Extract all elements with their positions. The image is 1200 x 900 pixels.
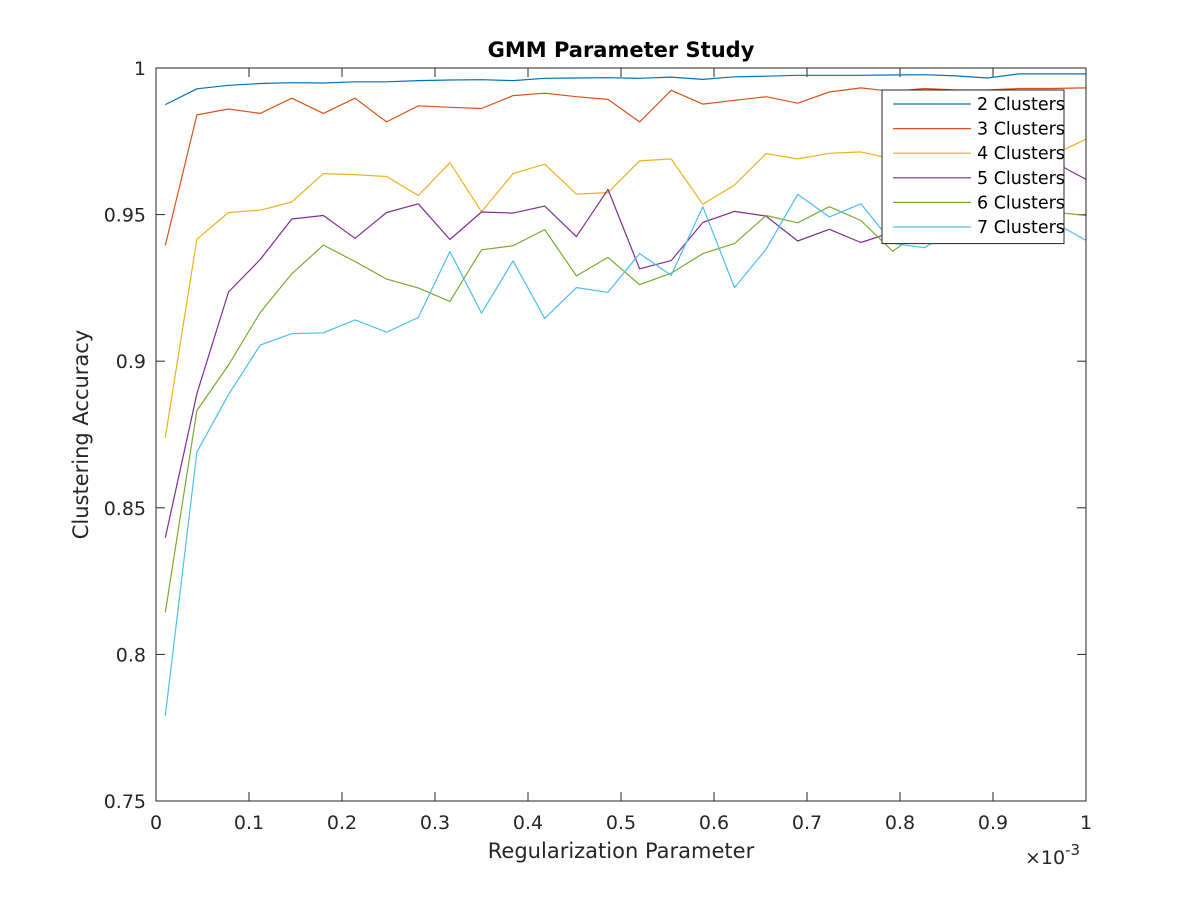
x-tick-label: 0.8: [885, 812, 915, 834]
legend-label: 4 Clusters: [977, 144, 1065, 164]
y-tick-label: 0.85: [104, 498, 146, 520]
plot-frame: [155, 67, 1087, 802]
tick-labels: 0 0.1 0.2 0.3 0.4 0.5 0.6 0.7 0.8 0.9 1 0.75 0.8 0.85…: [104, 58, 1092, 834]
x-axis-label: Regularization Parameter: [488, 839, 755, 863]
x-tick-label: 0.7: [792, 812, 822, 834]
y-axis-label: Clustering Accuracy: [69, 330, 93, 540]
chart-title: GMM Parameter Study: [488, 38, 755, 62]
x-tick-label: 0.4: [513, 812, 543, 834]
legend: 2 Clusters 3 Clusters 4 Clusters 5 Clusters…: [881, 89, 1065, 245]
legend-label: 5 Clusters: [977, 169, 1065, 189]
legend-box: [881, 89, 1065, 245]
x-tick-label: 0.1: [234, 812, 264, 834]
x-tick-label: 0.6: [699, 812, 729, 834]
legend-label: 7 Clusters: [977, 218, 1065, 238]
x-axis-exponent-power: -3: [1065, 841, 1080, 859]
y-tick-label: 0.75: [104, 791, 146, 813]
x-tick-label: 0.2: [327, 812, 357, 834]
y-tick-label: 1: [134, 58, 146, 80]
y-tick-label: 0.9: [116, 351, 146, 373]
series-line-3-clusters: [164, 87, 1087, 246]
x-tick-label: 0.5: [606, 812, 636, 834]
x-tick-label: 0.3: [420, 812, 450, 834]
x-tick-label: 0.9: [978, 812, 1008, 834]
x-tick-label: 1: [1080, 812, 1092, 834]
y-tick-label: 0.8: [116, 644, 146, 666]
x-tick-label: 0: [150, 812, 162, 834]
legend-label: 2 Clusters: [977, 95, 1065, 115]
y-tick-label: 0.95: [104, 205, 146, 227]
legend-label: 6 Clusters: [977, 193, 1065, 213]
legend-label: 3 Clusters: [977, 120, 1065, 140]
series-line-2-clusters: [165, 73, 1086, 106]
x-axis-exponent: ×10-3: [1025, 841, 1080, 869]
series-line-7-clusters: [164, 193, 1087, 716]
x-axis-exponent-base: ×10: [1025, 847, 1065, 869]
